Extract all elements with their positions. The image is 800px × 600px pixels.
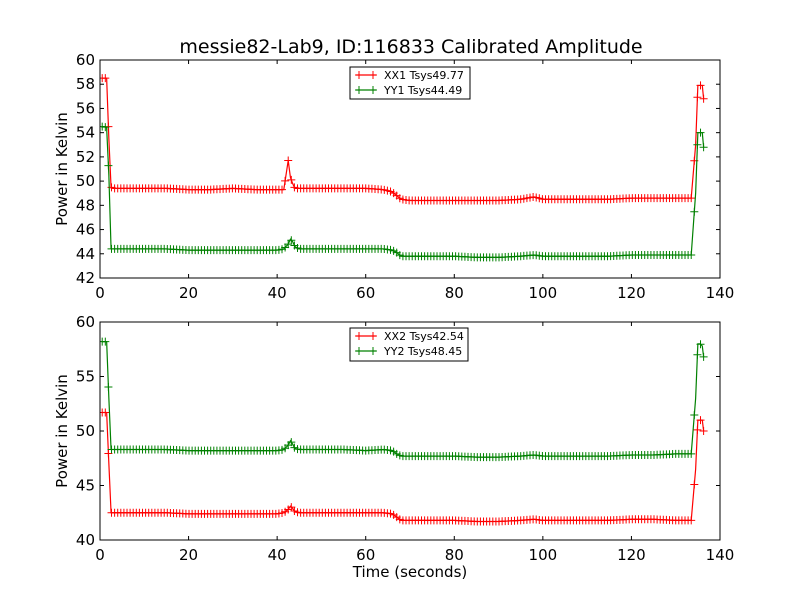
y-tick-label: 52 — [76, 148, 95, 166]
data-point-marker — [104, 382, 113, 391]
data-point-marker — [287, 175, 296, 184]
legend-label: XX2 Tsys42.54 — [384, 330, 464, 343]
data-point-marker — [687, 516, 696, 525]
data-point-marker — [278, 185, 287, 194]
x-tick-label: 140 — [706, 546, 735, 564]
legend-box — [349, 327, 469, 362]
y-tick-label: 55 — [76, 368, 95, 386]
data-point-marker — [699, 143, 708, 152]
y-tick-label: 44 — [76, 245, 95, 263]
x-tick-label: 100 — [529, 546, 558, 564]
chart-title: messie82-Lab9, ID:116833 Calibrated Ampl… — [179, 36, 642, 58]
y-tick-label: 50 — [76, 172, 95, 190]
data-point-marker — [696, 416, 705, 425]
data-point-marker — [696, 128, 705, 137]
x-tick-label: 80 — [445, 284, 464, 302]
data-point-marker — [101, 337, 110, 346]
chart-panels: 0 20 40 60 80 100 120 140 42 44 46 48 50 52 54 56 58 60 Po… — [53, 51, 734, 581]
data-point-marker — [687, 449, 696, 458]
data-point-marker — [101, 74, 110, 83]
data-point-marker — [690, 480, 699, 489]
legend-label: XX1 Tsys49.77 — [384, 69, 464, 82]
data-point-marker — [696, 340, 705, 349]
plot-frame — [99, 59, 721, 279]
data-point-marker — [101, 123, 110, 132]
data-point-marker — [104, 161, 113, 170]
x-tick-label: 0 — [95, 284, 105, 302]
x-tick-label: 100 — [529, 284, 558, 302]
x-tick-label: 40 — [268, 546, 287, 564]
data-point-marker — [690, 410, 699, 419]
y-tick-label: 46 — [76, 221, 95, 239]
x-tick-label: 20 — [179, 284, 198, 302]
y-tick-label: 45 — [76, 477, 95, 495]
data-point-marker — [693, 140, 702, 149]
data-point-marker — [101, 408, 110, 417]
data-point-marker — [281, 176, 290, 185]
data-point-marker — [693, 350, 702, 359]
data-point-marker — [699, 427, 708, 435]
legend-label: YY2 Tsys48.45 — [383, 345, 462, 358]
legend-box — [349, 66, 471, 100]
chart-panel-1: 0 20 40 60 80 100 120 140 42 44 46 48 50 52 54 56 58 60 Po… — [53, 51, 734, 302]
y-tick-label: 58 — [76, 75, 95, 93]
data-point-marker — [693, 93, 702, 102]
legend-marker — [369, 71, 377, 79]
y-tick-label: 54 — [76, 124, 95, 142]
data-point-marker — [687, 250, 696, 259]
data-point-marker — [699, 94, 708, 103]
y-tick-label: 48 — [76, 196, 95, 214]
series-line-1 — [102, 411, 705, 523]
y-axis-label: Power in Kelvin — [53, 112, 71, 226]
legend-marker — [369, 86, 377, 94]
x-tick-label: 120 — [617, 546, 646, 564]
y-tick-label: 50 — [76, 422, 95, 440]
x-tick-label: 40 — [268, 284, 287, 302]
data-point-marker — [287, 236, 296, 245]
series-group — [100, 74, 708, 262]
legend-marker — [355, 86, 363, 94]
data-point-marker — [690, 207, 699, 216]
y-tick-label: 60 — [76, 313, 95, 331]
legend-marker — [369, 347, 377, 355]
data-point-marker — [284, 156, 293, 165]
x-tick-label: 20 — [179, 546, 198, 564]
x-tick-label: 0 — [95, 546, 105, 564]
x-axis-label: Time (seconds) — [352, 563, 468, 581]
legend-marker — [369, 332, 377, 340]
y-tick-label: 42 — [76, 269, 95, 287]
x-tick-label: 60 — [356, 546, 375, 564]
x-tick-label: 80 — [445, 546, 464, 564]
series-group — [100, 337, 708, 526]
y-tick-label: 40 — [76, 531, 95, 549]
legend: XX2 Tsys42.54 YY2 Tsys48.45 — [349, 327, 469, 362]
data-point-marker — [696, 81, 705, 90]
x-tick-label: 120 — [617, 284, 646, 302]
legend-marker — [355, 347, 363, 355]
y-tick-label: 60 — [76, 51, 95, 69]
data-point-marker — [287, 438, 296, 447]
data-point-marker — [693, 425, 702, 434]
y-tick-label: 56 — [76, 99, 95, 117]
x-tick-label: 140 — [706, 284, 735, 302]
legend: XX1 Tsys49.77 YY1 Tsys44.49 — [349, 66, 471, 100]
chart-panel-2: 0 20 40 60 80 100 120 140 40 45 50 55 60 Power in Kel… — [53, 313, 734, 581]
legend-marker — [355, 71, 363, 79]
legend-marker — [355, 332, 363, 340]
x-tick-label: 60 — [356, 284, 375, 302]
data-point-marker — [687, 194, 696, 203]
legend-label: YY1 Tsys44.49 — [383, 84, 462, 97]
y-axis-label: Power in Kelvin — [53, 374, 71, 488]
data-point-marker — [699, 352, 708, 361]
